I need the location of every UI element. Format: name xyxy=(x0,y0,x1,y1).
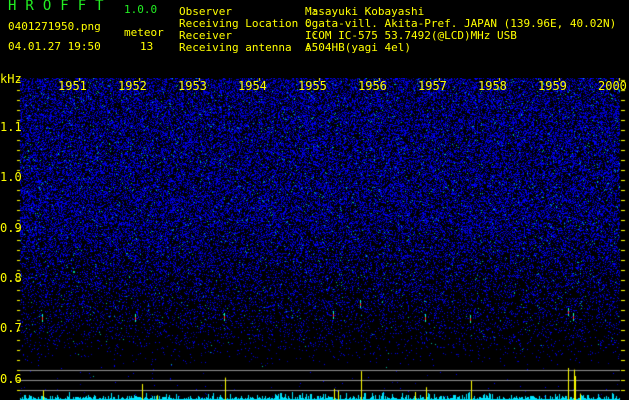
y-tick-label: 0.6 xyxy=(0,371,22,386)
x-label: 1957 xyxy=(418,79,447,93)
x-label: 1956 xyxy=(358,79,387,93)
file-datetime: 04.01.27 19:50 xyxy=(8,40,101,53)
spectrogram xyxy=(0,78,629,400)
location-value: Ogata-vill. Akita-Pref. JAPAN (139.96E, … xyxy=(305,17,617,30)
receiver-label: Receiver : xyxy=(179,29,319,42)
x-label: 1959 xyxy=(538,79,567,93)
receiver-value: ICOM IC-575 53.7492(@LCD)MHz USB xyxy=(305,29,517,42)
antenna-label: Receiving antenna : xyxy=(179,41,312,54)
observer-value: Masayuki Kobayashi xyxy=(305,5,425,18)
observer-label: Observer : xyxy=(179,5,319,18)
y-tick-label: 0.8 xyxy=(0,270,22,285)
app-title: HROFFT xyxy=(8,0,113,14)
x-label: 2000 xyxy=(598,79,627,93)
x-label: 1955 xyxy=(298,79,327,93)
y-tick-label: 0.7 xyxy=(0,321,22,336)
x-label: 1954 xyxy=(238,79,267,93)
x-label: 1958 xyxy=(478,79,507,93)
x-label: 1953 xyxy=(178,79,207,93)
meteor-count: 13 xyxy=(140,40,154,53)
app-version: 1.0.0 xyxy=(124,3,158,16)
antenna-value: A504HB(yagi 4el) xyxy=(305,41,411,54)
x-label: 1951 xyxy=(58,79,87,93)
y-tick-label: 1.0 xyxy=(0,170,22,185)
y-tick-label: 0.9 xyxy=(0,220,22,235)
unit-label: kHz xyxy=(0,72,22,86)
x-label: 1952 xyxy=(118,79,147,93)
location-label: Receiving Location : xyxy=(179,17,312,30)
y-tick-label: 1.1 xyxy=(0,120,22,134)
file-name: 0401271950.png xyxy=(8,20,101,33)
meteor-label: meteor xyxy=(124,26,164,39)
